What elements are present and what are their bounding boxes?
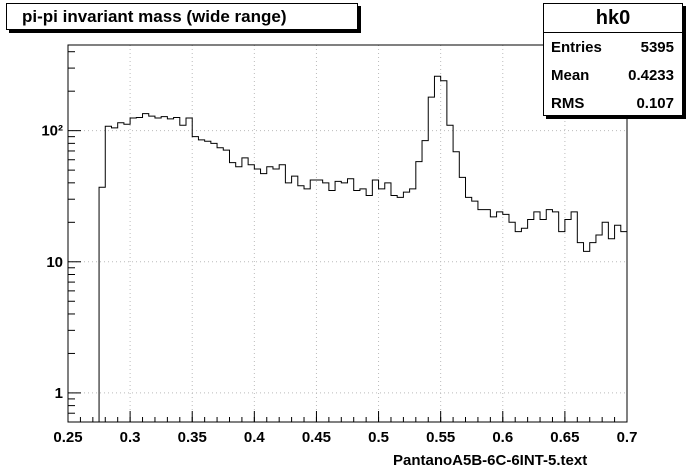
title-box: pi-pi invariant mass (wide range) [6,3,358,30]
stats-row-mean: Mean 0.4233 [544,61,682,89]
y-tick-label: 10² [41,123,63,140]
source-file-label: PantanoA5B-6C-6INT-5.text [393,452,588,469]
x-tick-label: 0.6 [492,429,513,446]
stats-mean-value: 0.4233 [628,67,674,84]
stats-name: hk0 [544,4,682,33]
x-tick-label: 0.5 [368,429,389,446]
chart-title: pi-pi invariant mass (wide range) [22,7,287,26]
stats-box: hk0 Entries 5395 Mean 0.4233 RMS 0.107 [543,3,683,116]
tick-labels: 0.25 0.3 0.35 0.4 0.45 0.5 0.55 0.6 0.65 0.7 1 10 10… [41,123,637,446]
x-tick-label: 0.65 [550,429,579,446]
tick-marks [67,51,628,422]
stats-rms-label: RMS [551,95,585,112]
y-tick-label: 1 [55,385,63,402]
x-tick-label: 0.25 [53,429,82,446]
histogram-series [68,75,627,423]
stats-entries-label: Entries [551,39,602,56]
x-tick-label: 0.45 [302,429,331,446]
y-tick-label: 10 [46,254,63,271]
x-tick-label: 0.7 [617,429,638,446]
axes [67,44,628,423]
grid-lines [68,45,627,422]
x-tick-label: 0.4 [244,429,266,446]
x-tick-label: 0.35 [178,429,207,446]
histogram-line [68,75,627,423]
x-tick-label: 0.55 [426,429,455,446]
stats-entries-value: 5395 [640,39,674,56]
stats-rms-value: 0.107 [636,95,674,112]
stats-row-entries: Entries 5395 [544,33,682,61]
x-tick-label: 0.3 [120,429,141,446]
stats-mean-label: Mean [551,67,590,84]
stats-row-rms: RMS 0.107 [544,89,682,117]
plot-frame [67,44,628,423]
